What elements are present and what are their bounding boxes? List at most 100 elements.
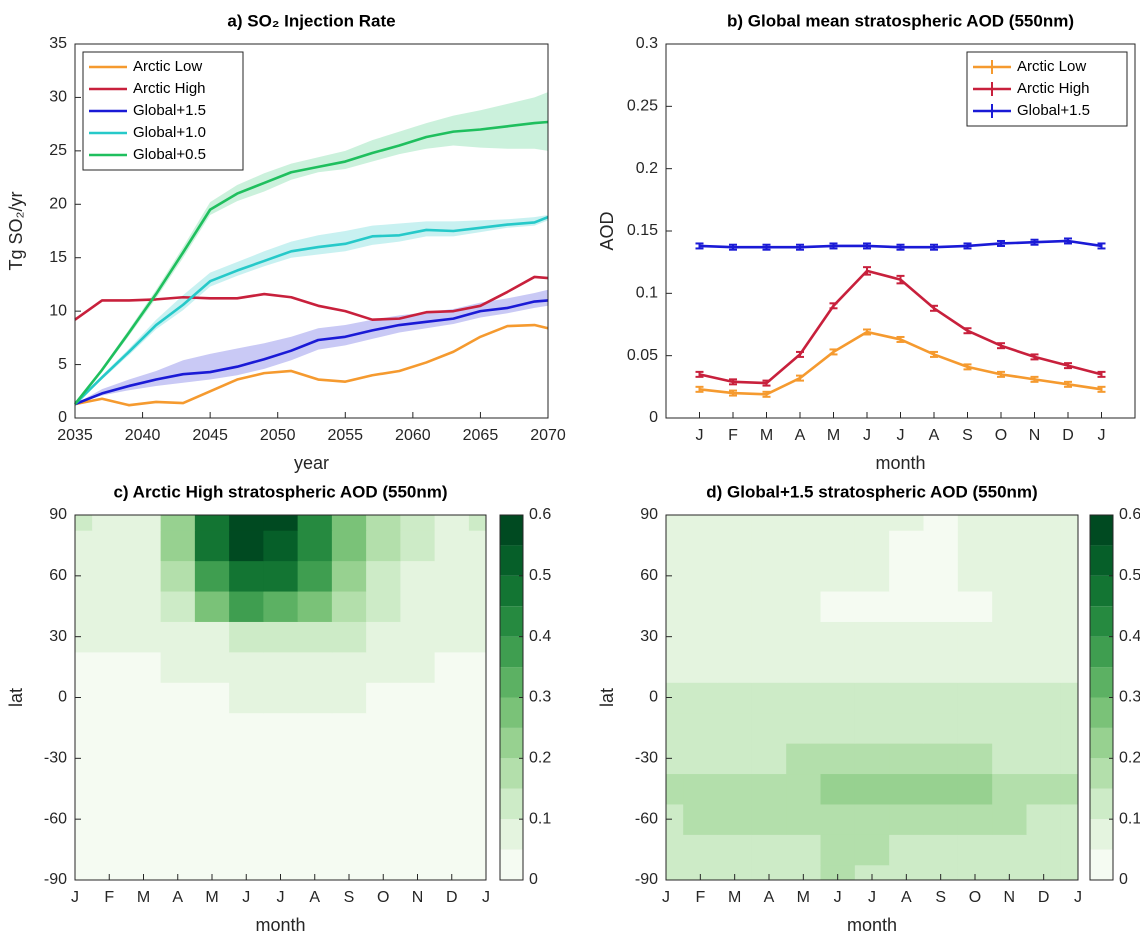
- contour-cell: [194, 773, 230, 805]
- y-axis-label: lat: [6, 688, 26, 707]
- contour-cell: [229, 682, 264, 714]
- error-bar: [1097, 242, 1106, 250]
- contour-cell: [923, 864, 959, 881]
- error-bar: [762, 379, 771, 387]
- colorbar-bin: [500, 788, 523, 820]
- colorbar-bin: [1090, 758, 1113, 789]
- contour-cell: [434, 515, 470, 531]
- y-tick-label: -90: [44, 871, 67, 888]
- error-bar: [863, 328, 871, 336]
- contour-cell: [126, 712, 162, 744]
- colorbar-bin: [1090, 515, 1113, 546]
- contour-cell: [820, 515, 856, 531]
- x-tick-label: J: [696, 427, 704, 444]
- error-bar: [896, 335, 905, 343]
- contour-cell: [229, 803, 264, 835]
- colorbar-bin: [500, 697, 523, 728]
- contour-cell: [992, 712, 1027, 744]
- contour-cell: [751, 864, 787, 881]
- x-tick-label: 2060: [395, 427, 431, 444]
- contour-cell: [263, 864, 299, 881]
- contour-cell: [400, 560, 436, 592]
- contour-cell: [366, 530, 401, 562]
- contour-cell: [889, 515, 924, 531]
- y-tick-label: 60: [640, 567, 658, 584]
- colorbar-tick-label: 0.1: [1119, 810, 1140, 827]
- contour-cell: [468, 621, 487, 653]
- contour-cell: [468, 803, 487, 835]
- contour-cell: [229, 743, 264, 775]
- legend-label: Arctic High: [133, 80, 206, 97]
- contour-cell: [923, 591, 959, 622]
- contour-cell: [434, 682, 470, 714]
- contour-cell: [331, 530, 367, 562]
- contour-cell: [160, 682, 196, 714]
- contour-cell: [666, 651, 684, 683]
- colorbar-tick-label: 0: [529, 871, 538, 888]
- x-tick-label: F: [695, 889, 705, 906]
- contour-cell: [957, 560, 993, 592]
- contour-cell: [1026, 803, 1062, 835]
- contour-cell: [400, 621, 436, 653]
- colorbar-tick-label: 0.6: [529, 506, 551, 523]
- error-bar: [896, 274, 905, 285]
- contour-cell: [751, 712, 787, 744]
- contour-cell: [957, 530, 993, 562]
- x-tick-label: F: [104, 889, 114, 906]
- contour-cell: [820, 803, 856, 835]
- contour-cell: [331, 682, 367, 714]
- series-line: [74, 275, 549, 321]
- contour-cell: [297, 515, 333, 531]
- x-tick-label: O: [969, 889, 981, 906]
- contour-cell: [126, 773, 162, 805]
- contour-cell: [717, 682, 753, 714]
- colorbar-tick-label: 0.3: [1119, 689, 1140, 706]
- contour-cell: [683, 743, 718, 775]
- contour-cell: [666, 560, 684, 592]
- contour-cell: [992, 530, 1027, 562]
- contour-cell: [400, 864, 436, 881]
- y-tick-label: 0.3: [636, 35, 658, 52]
- contour-cell: [331, 773, 367, 805]
- contour-cell: [854, 651, 890, 683]
- contour-cell: [229, 515, 264, 531]
- contour-cell: [263, 621, 299, 653]
- contour-cell: [297, 712, 333, 744]
- contour-cell: [366, 591, 401, 622]
- y-tick-label: 10: [49, 302, 67, 319]
- x-tick-label: N: [1029, 427, 1041, 444]
- colorbar-bin: [1090, 849, 1113, 880]
- contour-cell: [75, 621, 93, 653]
- contour-cell: [717, 712, 753, 744]
- contour-cell: [194, 530, 230, 562]
- contour-cell: [820, 560, 856, 592]
- y-tick-label: 25: [49, 142, 67, 159]
- contour-cell: [400, 515, 436, 531]
- contour-cell: [1026, 712, 1062, 744]
- contour-cell: [92, 560, 127, 592]
- contour-cell: [1060, 515, 1079, 531]
- contour-cell: [923, 682, 959, 714]
- contour-cell: [92, 743, 127, 775]
- contour-cell: [666, 591, 684, 622]
- contour-cell: [434, 834, 470, 866]
- contour-cell: [683, 834, 718, 866]
- y-tick-label: -60: [44, 810, 67, 827]
- contour-cell: [683, 560, 718, 592]
- contour-cell: [75, 803, 93, 835]
- x-tick-label: 2045: [192, 427, 228, 444]
- contour-cell: [889, 743, 924, 775]
- contour-cell: [786, 515, 821, 531]
- x-tick-label: A: [901, 889, 912, 906]
- contour-cell: [683, 591, 718, 622]
- error-bar: [829, 348, 838, 356]
- y-tick-label: 15: [49, 249, 67, 266]
- contour-cell: [366, 864, 401, 881]
- contour-cell: [229, 560, 264, 592]
- plot-frame: [74, 43, 549, 419]
- contour-cell: [820, 834, 856, 866]
- error-bar: [829, 302, 838, 310]
- x-tick-label: F: [728, 427, 738, 444]
- contour-cell: [75, 682, 93, 714]
- x-tick-label: 2070: [530, 427, 566, 444]
